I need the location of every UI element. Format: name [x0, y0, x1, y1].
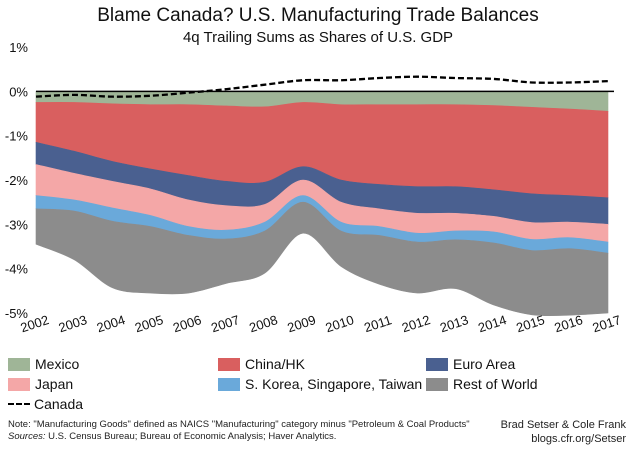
- legend-swatch-china-hk: [218, 357, 240, 371]
- x-tick-label: 2014: [476, 312, 508, 335]
- legend-item-mexico: Mexico: [8, 356, 79, 372]
- legend-label-mexico: Mexico: [35, 356, 80, 372]
- x-tick-label: 2005: [133, 312, 165, 335]
- legend-swatch-asia: [218, 377, 240, 391]
- sources-label: Sources:: [8, 431, 46, 442]
- credit-authors: Brad Setser & Cole Frank: [500, 419, 626, 431]
- x-tick-label: 2006: [171, 312, 203, 335]
- legend-item-rest-of-world: Rest of World: [426, 376, 538, 392]
- y-axis-ticks: 1% 0% -1% -2% -3% -4% -5%: [5, 40, 29, 321]
- x-tick-label: 2007: [209, 312, 241, 335]
- legend-item-china-hk: China/HK: [218, 356, 305, 372]
- x-tick-label: 2003: [57, 312, 89, 335]
- legend-label-japan: Japan: [35, 376, 74, 392]
- legend-label-rest-of-world: Rest of World: [453, 376, 538, 392]
- y-tick-label: 1%: [9, 40, 28, 55]
- stacked-areas: [35, 91, 609, 317]
- x-tick-label: 2013: [438, 312, 470, 335]
- footnote-note: Note: "Manufacturing Goods" defined as N…: [8, 419, 470, 430]
- y-tick-label: -3%: [5, 217, 29, 232]
- y-tick-label: -5%: [5, 306, 29, 321]
- credit-url: blogs.cfr.org/Setser: [531, 433, 626, 445]
- chart-canvas: 1%0%-1%-2%-3%-4%-5% 2002 2003 2004 2005 2006…: [5, 40, 623, 335]
- legend-label-canada: Canada: [34, 396, 84, 412]
- x-tick-label: 2011: [362, 312, 393, 335]
- legend-item-euro-area: Euro Area: [426, 356, 515, 372]
- legend-label-euro-area: Euro Area: [453, 356, 516, 372]
- y-tick-label: 0%: [9, 84, 28, 99]
- legend-swatch-japan: [8, 377, 30, 391]
- footnote: Note: "Manufacturing Goods" defined as N…: [8, 419, 470, 443]
- x-tick-label: 2004: [95, 312, 127, 335]
- chart-title: Blame Canada? U.S. Manufacturing Trade B…: [97, 5, 539, 26]
- legend-swatch-euro-area: [426, 357, 448, 371]
- legend-label-asia: S. Korea, Singapore, Taiwan: [245, 376, 423, 392]
- y-tick-label: -1%: [5, 129, 29, 144]
- x-axis-ticks: 2002 2003 2004 2005 2006 2007 2008 2009 2010 2011…: [19, 312, 623, 335]
- legend-item-canada: Canada: [8, 396, 83, 412]
- legend-label-china-hk: China/HK: [245, 356, 305, 372]
- x-tick-label: 2009: [285, 312, 317, 335]
- line-canada: [35, 75, 609, 98]
- legend-swatch-rest-of-world: [426, 377, 448, 391]
- legend-item-asia: S. Korea, Singapore, Taiwan: [218, 376, 422, 392]
- x-tick-label: 2012: [400, 312, 432, 335]
- x-tick-label: 2017: [591, 312, 623, 335]
- sources-text: U.S. Census Bureau; Bureau of Economic A…: [48, 431, 337, 442]
- legend-item-japan: Japan: [8, 376, 73, 392]
- area-rest-of-world: [35, 201, 609, 317]
- x-tick-label: 2010: [324, 312, 356, 335]
- x-tick-label: 2015: [514, 312, 546, 335]
- x-tick-label: 2008: [247, 312, 279, 335]
- y-tick-label: -2%: [5, 173, 29, 188]
- footnote-sources: Sources: U.S. Census Bureau; Bureau of E…: [8, 431, 470, 443]
- chart-subtitle: 4q Trailing Sums as Shares of U.S. GDP: [182, 29, 454, 46]
- y-tick-label: -4%: [5, 262, 29, 277]
- legend-swatch-canada: [8, 403, 30, 405]
- credit: Brad Setser & Cole Frank blogs.cfr.org/S…: [501, 418, 626, 446]
- legend-swatch-mexico: [8, 357, 30, 371]
